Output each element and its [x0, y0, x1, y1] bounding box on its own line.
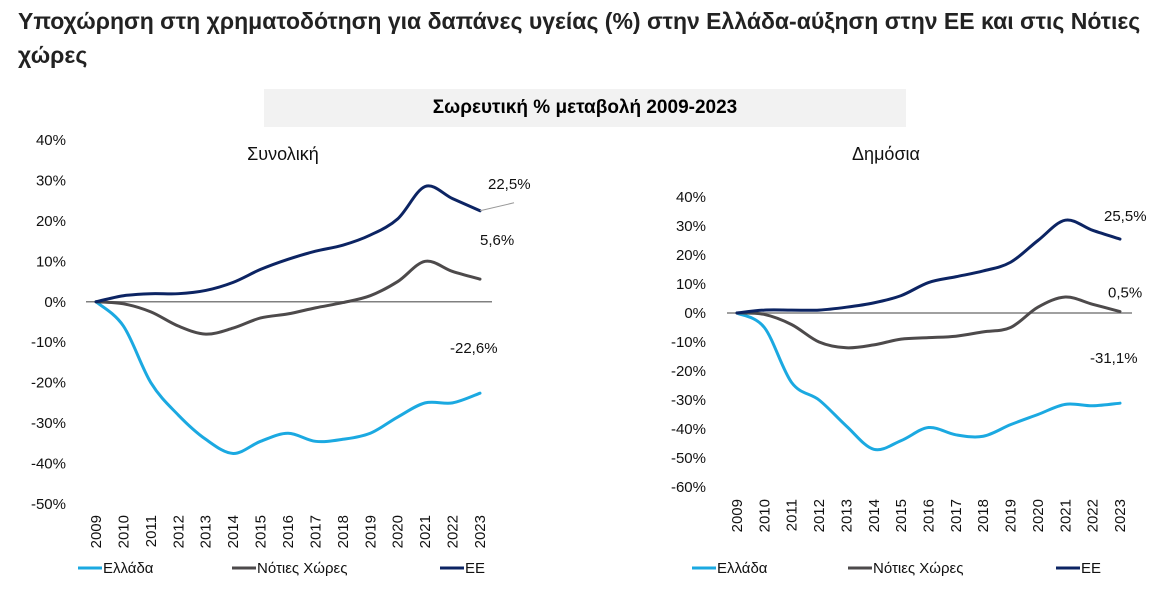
x-tick-label: 2018: [335, 515, 352, 548]
series-line-greece: [94, 300, 482, 455]
y-tick-label: 40%: [36, 132, 66, 149]
series-line-eu: [94, 184, 482, 304]
data-label-south: 5,6%: [480, 232, 514, 249]
y-tick-label: -10%: [31, 334, 66, 351]
y-tick-label: -20%: [671, 363, 706, 380]
data-label-eu: 25,5%: [1104, 208, 1147, 225]
chart-title: Συνολική: [247, 144, 319, 164]
x-tick-label: 2011: [784, 499, 801, 531]
y-tick-label: -50%: [671, 450, 706, 467]
data-label-eu: 22,5%: [488, 176, 531, 193]
y-tick-label: 10%: [36, 253, 66, 270]
y-tick-label: 30%: [676, 218, 706, 235]
y-tick-label: 0%: [44, 294, 66, 311]
x-tick-label: 2017: [307, 515, 324, 548]
chart-subtitle: Σωρευτική % μεταβολή 2009-2023: [264, 89, 906, 127]
legend-label-eu: ΕΕ: [465, 560, 485, 577]
legend-label-eu: ΕΕ: [1081, 560, 1101, 577]
data-label-greece: -22,6%: [450, 340, 498, 357]
page-title: Υποχώρηση στη χρηματοδότηση για δαπάνες …: [18, 8, 1141, 68]
y-tick-label: -40%: [31, 456, 66, 473]
x-tick-label: 2009: [88, 515, 105, 548]
x-tick-label: 2009: [729, 499, 746, 532]
x-tick-label: 2018: [975, 499, 992, 532]
x-tick-label: 2011: [143, 515, 160, 547]
x-tick-label: 2021: [417, 515, 434, 548]
y-tick-label: 20%: [676, 247, 706, 264]
chart-2: Δημόσια 40% 30% 20% 10% 0% -10% -20% -30% -40% -50…: [671, 144, 1147, 577]
chart-title: Δημόσια: [852, 144, 920, 164]
y-tick-label: 20%: [36, 213, 66, 230]
y-tick-label: -30%: [31, 415, 66, 432]
y-tick-label: -10%: [671, 334, 706, 351]
series-line-eu: [735, 218, 1122, 315]
data-label-south: 0,5%: [1108, 285, 1142, 302]
y-tick-label: -60%: [671, 479, 706, 496]
x-tick-label: 2016: [921, 499, 938, 532]
y-tick-label: -40%: [671, 421, 706, 438]
y-tick-label: 0%: [684, 305, 706, 322]
x-tick-label: 2021: [1057, 499, 1074, 532]
x-tick-label: 2013: [198, 515, 215, 548]
x-tick-label: 2013: [838, 499, 855, 532]
x-tick-label: 2019: [1003, 499, 1020, 532]
x-tick-label: 2020: [390, 515, 407, 548]
chart-1: Συνολική 40% 30% 20% 10% 0% -10% -20% -30% -40% -5…: [31, 132, 531, 577]
legend-label-greece: Ελλάδα: [717, 560, 768, 577]
legend-label-south: Νότιες Χώρες: [257, 560, 347, 577]
legend: Ελλάδα Νότιες Χώρες ΕΕ: [78, 560, 485, 577]
y-tick-label: 40%: [676, 189, 706, 206]
x-tick-label: 2023: [1112, 499, 1129, 532]
legend: Ελλάδα Νότιες Χώρες ΕΕ: [692, 560, 1101, 577]
legend-label-greece: Ελλάδα: [103, 560, 154, 577]
x-tick-label: 2014: [866, 499, 883, 532]
x-tick-label: 2022: [445, 515, 462, 548]
legend-label-south: Νότιες Χώρες: [873, 560, 963, 577]
x-tick-label: 2022: [1085, 499, 1102, 532]
x-tick-label: 2023: [472, 515, 489, 548]
x-tick-label: 2010: [115, 515, 132, 548]
y-tick-label: -20%: [31, 375, 66, 392]
series-line-greece: [735, 311, 1122, 452]
y-tick-label: -50%: [31, 496, 66, 513]
x-tick-label: 2012: [811, 499, 828, 532]
x-tick-label: 2012: [170, 515, 187, 548]
x-tick-label: 2010: [756, 499, 773, 532]
x-tick-label: 2016: [280, 515, 297, 548]
data-label-greece: -31,1%: [1090, 350, 1138, 367]
series-line-south: [94, 259, 482, 336]
y-tick-label: 30%: [36, 172, 66, 189]
y-tick-label: 10%: [676, 276, 706, 293]
y-tick-label: -30%: [671, 392, 706, 409]
x-tick-label: 2014: [225, 515, 242, 548]
subtitle-text: Σωρευτική % μεταβολή 2009-2023: [432, 97, 738, 118]
x-tick-label: 2020: [1030, 499, 1047, 532]
label-leader-line: [479, 202, 515, 212]
x-tick-label: 2019: [362, 515, 379, 548]
x-tick-label: 2017: [948, 499, 965, 532]
series-line-south: [735, 295, 1122, 350]
x-tick-label: 2015: [253, 515, 270, 548]
x-tick-label: 2015: [893, 499, 910, 532]
